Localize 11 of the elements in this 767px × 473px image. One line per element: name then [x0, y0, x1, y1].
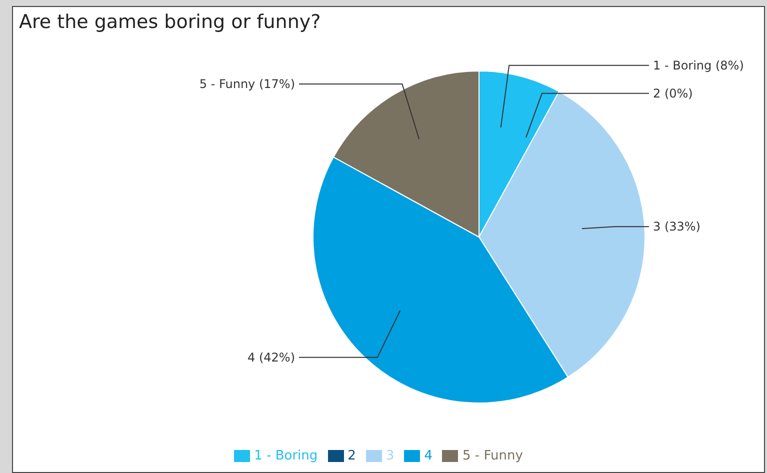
data-label: 5 - Funny (17%) [199, 76, 295, 91]
data-label: 4 (42%) [248, 350, 295, 364]
data-label: 1 - Boring (8%) [653, 58, 744, 72]
text: 2 (0%) [653, 86, 693, 100]
legend-label: 3 [386, 448, 394, 464]
legend-label: 2 [348, 448, 356, 464]
legend-label: 5 - Funny [462, 448, 523, 464]
data-label: 3 (33%) [653, 220, 700, 234]
legend-label: 1 - Boring [254, 448, 318, 464]
chart-title: Are the games boring or funny? [19, 11, 321, 33]
legend-label: 4 [424, 448, 432, 464]
